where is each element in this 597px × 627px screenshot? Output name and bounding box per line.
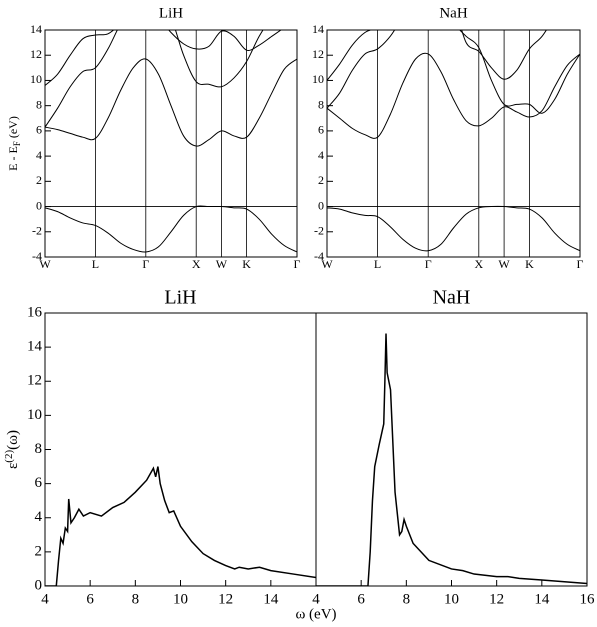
y-tick-label: -4 — [32, 249, 42, 263]
y-tick-label: 14 — [30, 22, 42, 36]
x-tick-label: 14 — [263, 591, 279, 607]
y-tick-label: -2 — [314, 224, 324, 238]
x-tick-label: X — [474, 257, 483, 271]
y-tick-label: 12 — [30, 47, 42, 61]
y-tick-label: 8 — [35, 441, 43, 457]
y-tick-label: 10 — [30, 72, 42, 86]
panel: -4 -2 0 2 4 6 8 10 12 14 W L Γ X W K Γ NaH — [312, 5, 584, 271]
x-tick-label: 4 — [312, 591, 320, 607]
y-tick-label: 12 — [312, 47, 324, 61]
y-axis-label-part: E - E — [6, 146, 20, 171]
y-tick-label: 6 — [36, 123, 42, 137]
y-tick-label: 2 — [36, 173, 42, 187]
panel: 4 6 8 10 12 14 16 NaH — [312, 287, 595, 608]
x-tick-label: W — [321, 257, 333, 271]
y-tick-label: 8 — [36, 97, 42, 111]
x-tick-label: Γ — [425, 257, 432, 271]
x-tick-label: 8 — [132, 591, 140, 607]
plot-frame — [315, 312, 588, 587]
y-tick-label: 10 — [27, 407, 42, 423]
y-tick-label: 14 — [312, 22, 324, 36]
y-tick-label: 4 — [35, 509, 43, 525]
y-tick-label: 2 — [35, 543, 43, 559]
y-axis-label-part: ε — [5, 463, 21, 469]
y-tick-label: 8 — [318, 97, 324, 111]
y-axis-label: E - EF (eV) — [6, 116, 22, 171]
plot-frame — [44, 29, 298, 258]
panel-title: LiH — [159, 5, 183, 21]
y-tick-label: 4 — [36, 148, 42, 162]
plot-frame — [44, 312, 317, 587]
x-axis-label: ω (eV) — [295, 606, 336, 622]
panel-title: LiH — [164, 287, 196, 309]
x-tick-label: 16 — [580, 591, 596, 607]
y-axis-label-part: (2) — [3, 450, 15, 463]
band — [327, 30, 580, 114]
panel-title: NaH — [439, 5, 467, 21]
spectrum-line — [316, 333, 587, 586]
x-tick-label: K — [242, 257, 251, 271]
y-tick-label: -2 — [32, 224, 42, 238]
x-tick-label: 12 — [218, 591, 233, 607]
x-tick-label: 12 — [489, 591, 504, 607]
x-tick-label: 4 — [41, 591, 49, 607]
y-tick-label: 14 — [27, 339, 43, 355]
y-tick-label: 12 — [27, 373, 42, 389]
y-tick-label: 0 — [318, 198, 324, 212]
spectrum-line — [45, 466, 316, 586]
x-tick-label: Γ — [577, 257, 584, 271]
panel-title: NaH — [433, 287, 471, 309]
band — [327, 205, 580, 252]
plot-frame — [326, 29, 581, 258]
y-axis-label-part: F — [12, 141, 22, 146]
y-tick-label: 10 — [312, 72, 324, 86]
x-tick-label: L — [92, 257, 99, 271]
y-tick-label: 4 — [318, 148, 324, 162]
band — [327, 52, 580, 139]
x-tick-label: W — [216, 257, 228, 271]
y-tick-label: -4 — [314, 249, 324, 263]
x-tick-label: Γ — [142, 257, 149, 271]
y-tick-label: 2 — [318, 173, 324, 187]
x-tick-label: L — [374, 257, 381, 271]
y-axis-label-part: (ω) — [5, 430, 21, 450]
y-axis-label-part: (eV) — [6, 116, 20, 141]
x-tick-label: 10 — [444, 591, 459, 607]
y-tick-label: 16 — [27, 304, 43, 320]
y-tick-label: 6 — [318, 123, 324, 137]
band — [327, 30, 548, 109]
panel: 0 2 4 6 8 10 12 14 16 4 6 8 10 12 14 LiH ε(2)(ω) ω (eV) — [3, 287, 337, 623]
x-tick-label: 14 — [534, 591, 550, 607]
x-tick-label: K — [525, 257, 534, 271]
y-tick-label: 0 — [35, 577, 43, 593]
x-tick-label: 6 — [357, 591, 365, 607]
band — [45, 205, 297, 253]
x-tick-label: W — [39, 257, 51, 271]
band — [45, 58, 297, 147]
y-tick-label: 6 — [35, 475, 43, 491]
y-tick-label: 0 — [36, 198, 42, 212]
x-tick-label: 10 — [173, 591, 188, 607]
y-axis-label: ε(2)(ω) — [3, 430, 22, 469]
band — [45, 30, 264, 128]
x-tick-label: W — [498, 257, 510, 271]
x-tick-label: Γ — [294, 257, 301, 271]
x-tick-label: 8 — [403, 591, 411, 607]
x-tick-label: X — [192, 257, 201, 271]
x-tick-label: 6 — [86, 591, 94, 607]
band — [45, 30, 282, 86]
